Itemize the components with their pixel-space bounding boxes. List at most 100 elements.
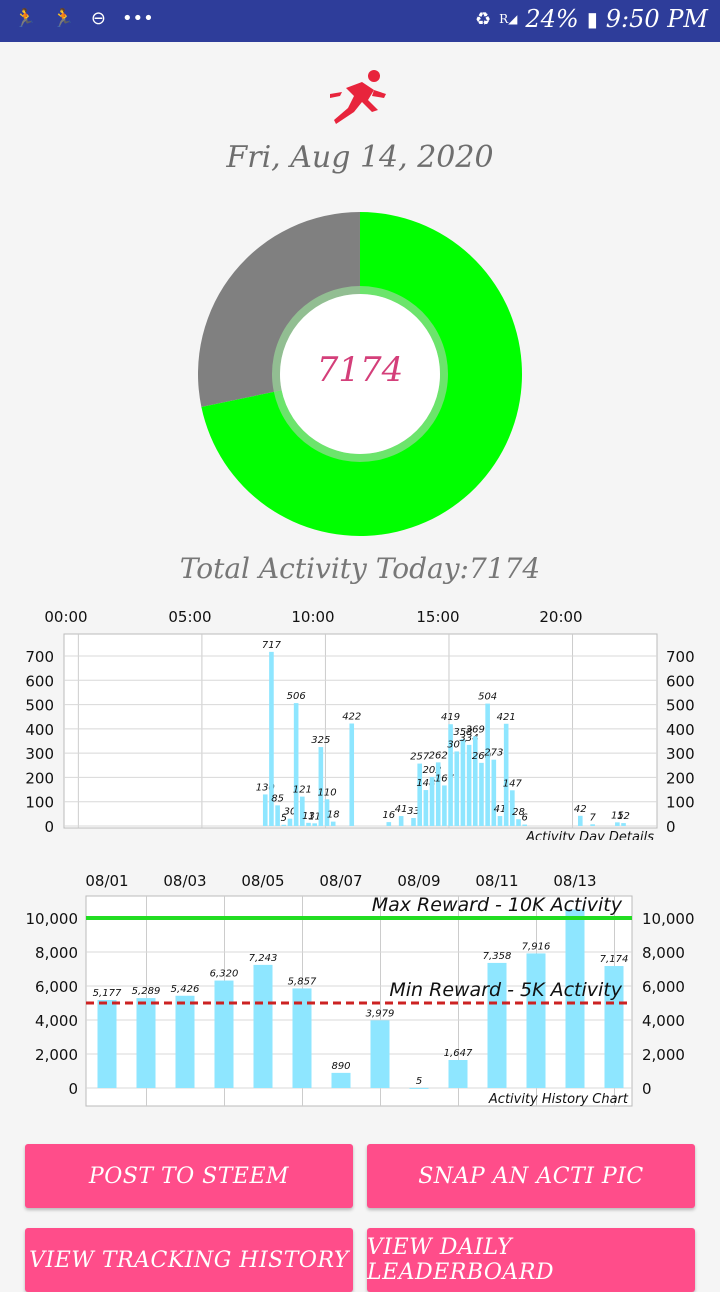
day-chart-bar <box>577 815 583 826</box>
day-chart-bar <box>522 824 527 826</box>
day-chart-y-tick-right: 700 <box>666 648 695 666</box>
day-chart-bar-label: 7 <box>589 812 596 823</box>
day-chart-bar <box>454 751 460 826</box>
history-chart-y-tick-left: 4,000 <box>35 1012 78 1030</box>
day-chart-bar <box>300 796 305 826</box>
history-chart-plot-area <box>85 895 633 1107</box>
total-activity-today: Total Activity Today:7174 <box>179 552 541 585</box>
history-chart-bar-label: 7,174 <box>600 954 629 965</box>
day-chart-bar <box>472 736 478 826</box>
view-daily-leaderboard-button[interactable]: VIEW DAILY LEADERBOARD <box>367 1228 695 1292</box>
post-to-steem-button[interactable]: POST TO STEEM <box>25 1144 353 1208</box>
history-chart-y-tick-left: 10,000 <box>26 910 79 928</box>
day-chart-x-label: 05:00 <box>168 608 211 626</box>
app-notification-icon-2: 🏃 <box>52 8 75 29</box>
day-chart-y-tick-left: 0 <box>44 818 54 836</box>
day-chart-caption: Activity Day Details <box>525 830 654 840</box>
day-chart-bar-label: 41 <box>494 804 507 815</box>
day-chart-bar <box>479 762 484 826</box>
day-chart-bar-label: 130 <box>256 782 275 793</box>
history-chart-x-label: 08/05 <box>241 872 284 890</box>
day-chart-bar-label: 30 <box>284 807 297 818</box>
day-chart-bar <box>411 817 416 826</box>
day-chart-x-label: 00:00 <box>44 608 87 626</box>
day-chart-y-tick-right: 500 <box>666 697 695 715</box>
activity-history-chart: 10,000 10,000 8,000 8,000 6,000 6,000 4,000 4,0… <box>26 872 695 1107</box>
day-chart-bar-label: 358 <box>453 727 472 738</box>
day-chart-bar-label: 33 <box>407 806 420 817</box>
day-chart-y-tick-left: 500 <box>25 697 54 715</box>
history-chart-bar-label: 5,426 <box>171 984 200 995</box>
current-date: Fri, Aug 14, 2020 <box>226 140 494 175</box>
history-chart-x-label: 08/01 <box>85 872 128 890</box>
day-chart-bar <box>275 805 280 826</box>
recycle-icon: ♻ <box>474 8 492 30</box>
day-chart-bar <box>349 723 355 826</box>
history-chart-bar <box>409 1087 429 1089</box>
day-chart-y-tick-right: 300 <box>666 745 695 763</box>
history-chart-bar-label: 5,289 <box>132 986 161 997</box>
day-chart-bar <box>435 762 441 826</box>
day-chart-y-tick-right: 0 <box>666 818 676 836</box>
history-chart-bar <box>526 953 546 1088</box>
history-chart-x-label: 08/13 <box>553 872 596 890</box>
day-chart-bar <box>460 739 466 826</box>
clock: 9:50 PM <box>605 5 708 33</box>
day-chart-bar-label: 504 <box>478 692 497 703</box>
history-chart-y-tick-right: 6,000 <box>642 978 685 996</box>
history-chart-y-tick-right: 0 <box>642 1080 652 1098</box>
history-chart-bar-label: 890 <box>331 1061 350 1072</box>
view-tracking-history-button[interactable]: VIEW TRACKING HISTORY <box>25 1228 353 1292</box>
day-chart-y-tick-left: 100 <box>25 794 54 812</box>
day-chart-bar <box>281 824 287 826</box>
signal-icon: R◢ <box>499 12 518 26</box>
history-chart-y-tick-right: 8,000 <box>642 944 685 962</box>
day-chart-bar-label: 148 <box>416 778 435 789</box>
history-chart-bar <box>253 964 273 1088</box>
day-chart-y-tick-left: 400 <box>25 721 54 739</box>
day-chart-bar-label: 11 <box>308 811 321 822</box>
day-chart-bar <box>448 724 453 826</box>
day-chart-bar-label: 717 <box>262 640 282 651</box>
history-chart-bar <box>136 998 156 1088</box>
day-chart-x-label: 10:00 <box>291 608 334 626</box>
day-chart-bar-label: 257 <box>410 752 430 763</box>
day-chart-y-tick-left: 600 <box>25 672 54 690</box>
donut-remaining-segment <box>198 212 360 407</box>
history-chart-bar-label: 7,916 <box>522 941 551 952</box>
day-chart-bar <box>442 785 447 826</box>
day-chart-bar-label: 421 <box>497 712 516 723</box>
day-chart-y-tick-left: 300 <box>25 745 54 763</box>
day-chart-bar <box>417 763 422 826</box>
day-chart-bar-label: 147 <box>503 778 523 789</box>
day-chart-bar <box>306 822 311 826</box>
day-chart-bar <box>590 824 595 826</box>
history-chart-bar-label: 5,857 <box>288 976 317 987</box>
history-chart-bar-label: 5,177 <box>93 988 122 999</box>
day-chart-bar <box>485 703 490 826</box>
day-chart-bar-label: 28 <box>512 807 525 818</box>
day-chart-bar <box>466 744 472 826</box>
do-not-disturb-icon: ⊖ <box>90 8 106 29</box>
max-reward-label: Max Reward - 10K Activity <box>372 894 623 916</box>
history-chart-bar <box>175 995 195 1088</box>
history-chart-bar <box>487 962 507 1088</box>
history-chart-y-tick-left: 2,000 <box>35 1046 78 1064</box>
snap-acti-pic-button[interactable]: SNAP AN ACTI PIC <box>367 1144 695 1208</box>
day-chart-bar <box>497 816 503 826</box>
history-chart-x-label: 08/07 <box>319 872 362 890</box>
day-chart-bar-label: 369 <box>466 724 485 735</box>
history-chart-bar-label: 3,979 <box>366 1008 395 1019</box>
day-chart-bar <box>423 790 429 826</box>
day-chart-bar-label: 202 <box>422 765 441 776</box>
donut-center-value: 7174 <box>316 350 404 390</box>
day-chart-bar <box>324 799 330 826</box>
donut-center <box>280 294 440 454</box>
history-chart-x-label: 08/09 <box>397 872 440 890</box>
day-chart-bar-label: 15 <box>611 810 624 821</box>
day-chart-bar-label: 121 <box>293 785 312 796</box>
day-chart-bar-label: 41 <box>395 804 408 815</box>
day-chart-bar-label: 422 <box>342 712 361 723</box>
day-chart-bar-label: 85 <box>271 793 284 804</box>
